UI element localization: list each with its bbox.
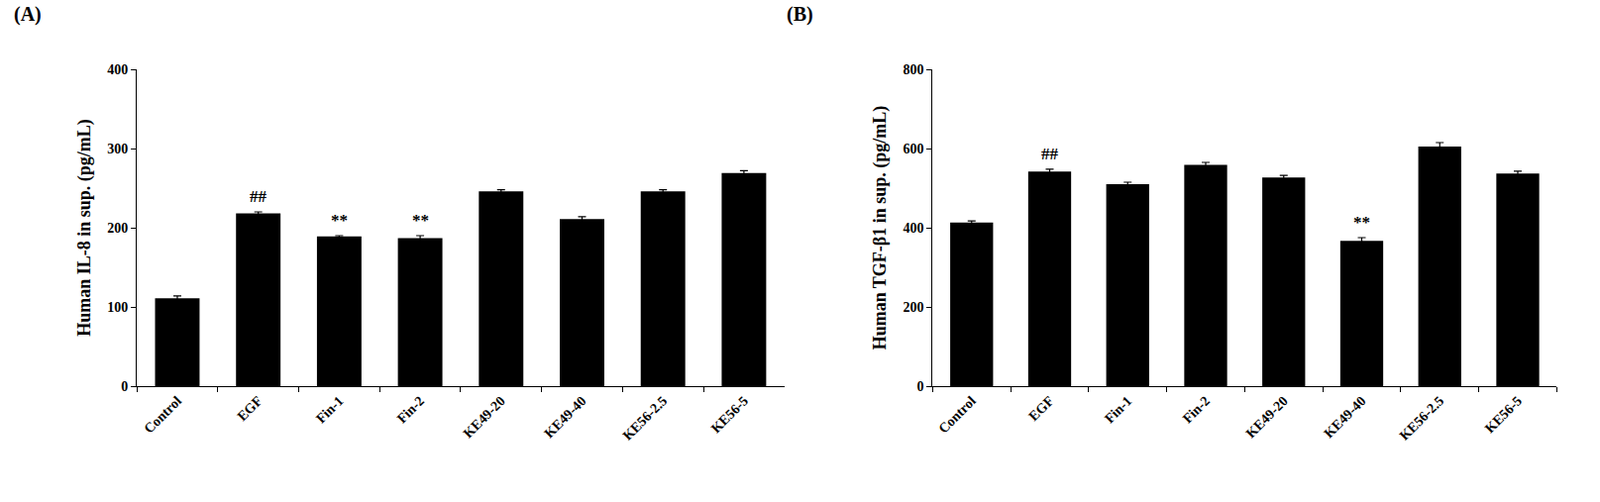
svg-text:**: ** xyxy=(1353,213,1371,232)
svg-text:400: 400 xyxy=(106,62,128,78)
svg-text:**: ** xyxy=(412,211,429,230)
svg-text:100: 100 xyxy=(106,300,128,316)
svg-text:0: 0 xyxy=(120,379,128,395)
svg-text:Fin-2: Fin-2 xyxy=(394,393,427,427)
svg-text:(A): (A) xyxy=(13,2,42,26)
svg-text:KE49-40: KE49-40 xyxy=(541,393,590,441)
svg-text:Fin-1: Fin-1 xyxy=(313,393,346,427)
svg-text:KE49-20: KE49-20 xyxy=(460,393,509,441)
svg-text:**: ** xyxy=(330,211,348,230)
svg-text:200: 200 xyxy=(903,300,925,316)
svg-text:600: 600 xyxy=(903,141,925,157)
svg-text:##: ## xyxy=(1041,144,1060,164)
svg-text:KE56-5: KE56-5 xyxy=(708,393,751,436)
svg-text:0: 0 xyxy=(917,379,925,395)
svg-text:Control: Control xyxy=(935,393,979,437)
svg-text:400: 400 xyxy=(903,220,925,236)
svg-text:KE49-40: KE49-40 xyxy=(1321,393,1370,441)
svg-text:KE56-5: KE56-5 xyxy=(1482,393,1525,436)
svg-text:EGF: EGF xyxy=(234,393,266,425)
svg-text:KE56-2.5: KE56-2.5 xyxy=(1396,393,1447,443)
svg-text:Fin-2: Fin-2 xyxy=(1179,393,1213,427)
svg-text:200: 200 xyxy=(106,220,128,236)
svg-text:KE49-20: KE49-20 xyxy=(1243,393,1291,441)
svg-text:Human IL-8 in sup. (pg/mL): Human IL-8 in sup. (pg/mL) xyxy=(74,118,96,337)
svg-text:(B): (B) xyxy=(786,2,814,26)
svg-text:300: 300 xyxy=(106,141,128,157)
svg-text:Control: Control xyxy=(141,393,186,437)
svg-text:Fin-1: Fin-1 xyxy=(1101,393,1135,427)
svg-text:##: ## xyxy=(249,187,268,207)
svg-text:800: 800 xyxy=(903,62,925,78)
svg-text:EGF: EGF xyxy=(1026,393,1058,425)
svg-text:KE56-2.5: KE56-2.5 xyxy=(620,393,670,443)
svg-text:Human TGF-β1 in sup. (pg/mL): Human TGF-β1 in sup. (pg/mL) xyxy=(869,106,891,351)
